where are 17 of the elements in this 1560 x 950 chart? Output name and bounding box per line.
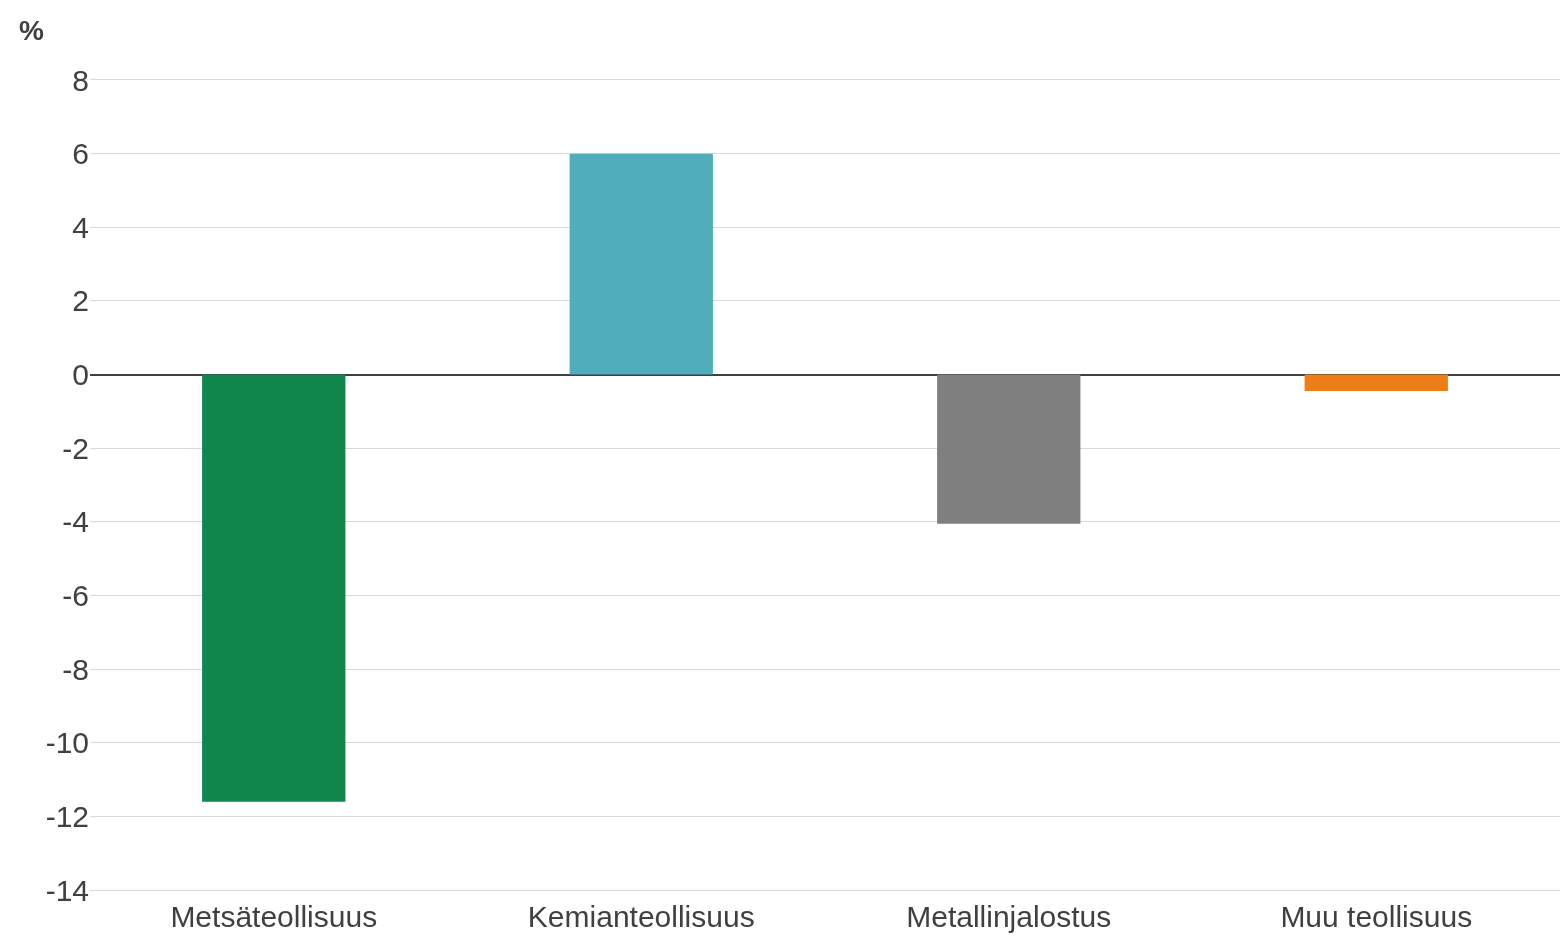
x-tick-label: Metallinjalostus — [906, 900, 1112, 933]
x-tick-label: Kemianteollisuus — [527, 900, 755, 933]
y-tick-label: 0 — [72, 358, 89, 392]
y-tick-label: -12 — [45, 799, 89, 833]
y-tick-label: 4 — [72, 210, 89, 244]
y-tick-label: 2 — [72, 284, 89, 318]
y-tick-label: 6 — [72, 137, 89, 171]
y-axis-title: % — [19, 15, 44, 46]
y-tick-label: -14 — [45, 873, 89, 907]
y-tick-label: -8 — [62, 652, 89, 686]
x-tick-label: Muu teollisuus — [1280, 900, 1473, 933]
y-tick-label: -4 — [62, 505, 89, 539]
y-tick-label: 8 — [72, 63, 89, 97]
y-tick-label: -6 — [62, 578, 89, 612]
x-tick-label: Metsäteollisuus — [170, 900, 378, 933]
y-tick-label: -10 — [45, 726, 89, 760]
y-tick-label: -2 — [62, 431, 89, 465]
